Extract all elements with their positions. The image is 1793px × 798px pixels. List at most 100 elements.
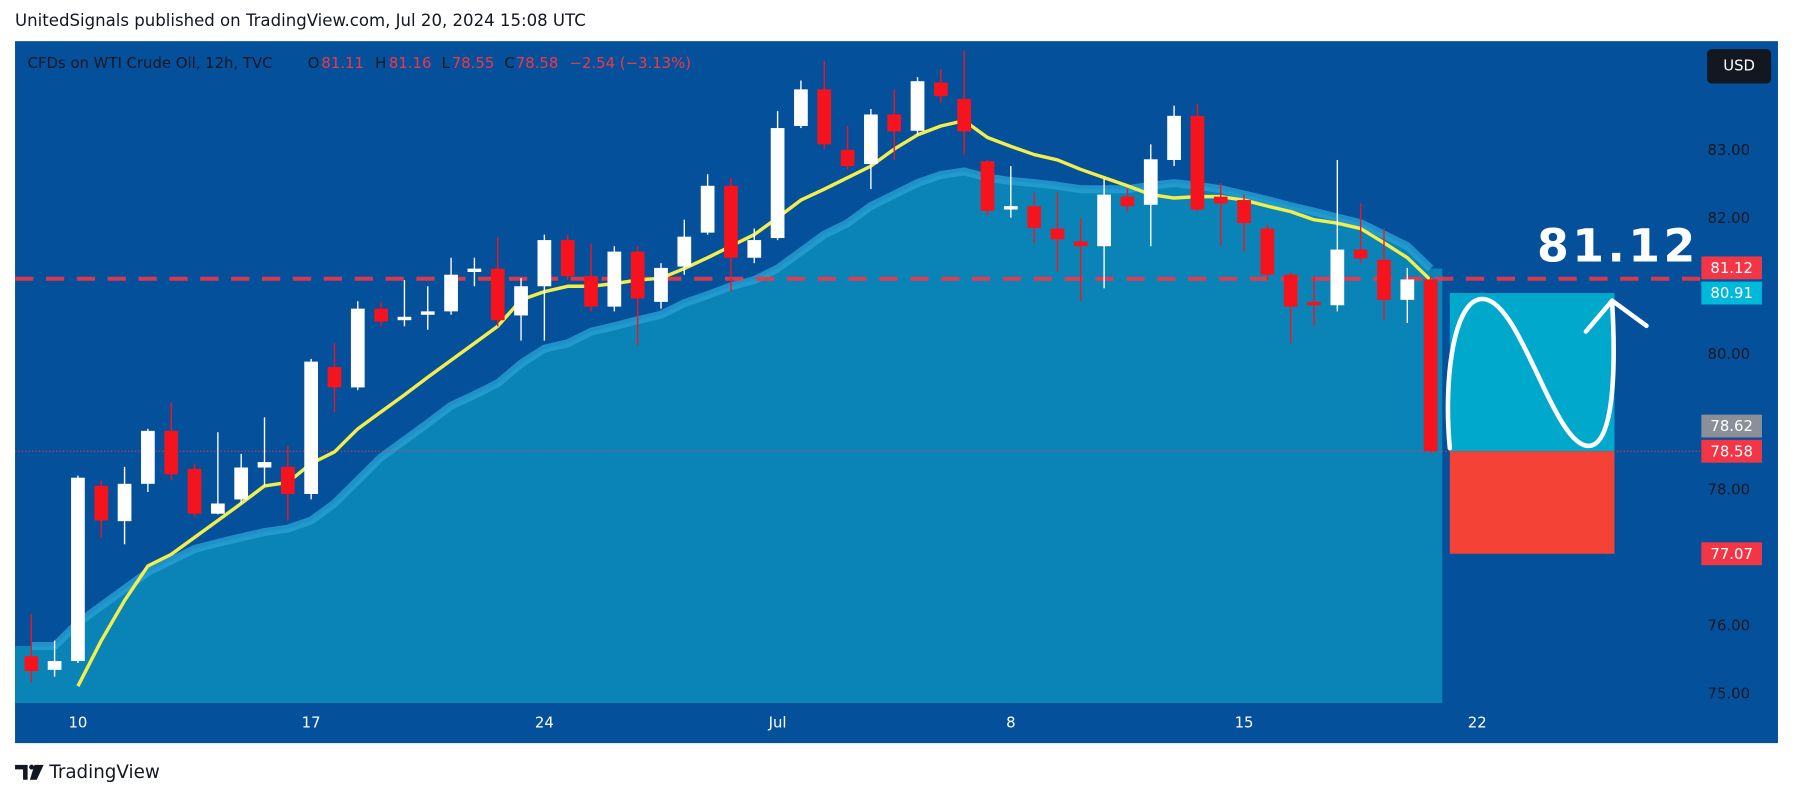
price-marker <box>1701 256 1762 280</box>
change: −2.54 (−3.13%) <box>570 54 692 72</box>
candle-body <box>630 251 645 299</box>
candle-body <box>864 114 878 165</box>
candle-body <box>24 656 39 672</box>
publish-header: UnitedSignals published on TradingView.c… <box>15 11 586 30</box>
x-tick-label: 22 <box>1468 714 1487 732</box>
candle-body <box>1213 196 1228 204</box>
position-stop-zone <box>1449 451 1615 554</box>
annotation: 81.12 <box>1537 220 1699 273</box>
candle-body <box>1307 301 1321 306</box>
y-tick-label: 75.00 <box>1708 684 1751 702</box>
candle-body <box>1143 159 1158 205</box>
x-tick-label: 8 <box>1006 714 1015 732</box>
candle-body <box>1377 259 1391 300</box>
candle-body <box>700 185 715 233</box>
candle-body <box>724 185 738 258</box>
ohlc-close: 78.58 <box>516 54 559 72</box>
candle-body <box>257 462 272 468</box>
ohlc-letter: C <box>504 54 514 72</box>
candle-body <box>887 114 902 132</box>
ohlc-low: 78.55 <box>452 54 495 72</box>
candle-body <box>560 240 575 277</box>
x-tick-label: 17 <box>302 714 321 732</box>
candle-body <box>304 361 319 495</box>
candle-body <box>584 276 598 307</box>
x-tick-label: Jul <box>768 714 787 732</box>
candle-body <box>1330 249 1345 306</box>
y-tick-label: 78.00 <box>1708 481 1751 499</box>
logo-text: TradingView <box>48 762 160 783</box>
candle-body <box>1190 115 1205 210</box>
price-marker-label: 81.12 <box>1710 259 1753 277</box>
plot-layer: 81.12 75.00 76.00 78.00 80.00 82.00 83.00 10 17 2… <box>15 50 1762 732</box>
candle-body <box>933 82 948 97</box>
candle-body <box>770 128 785 239</box>
candle-body <box>957 98 972 132</box>
y-tick-label: 80.00 <box>1708 345 1751 363</box>
currency-button[interactable] <box>1707 49 1772 84</box>
symbol-title: CFDs on WTI Crude Oil, 12h, TVC <box>28 54 273 72</box>
y-tick-label: 82.00 <box>1708 209 1751 227</box>
price-marker-label: 78.62 <box>1710 417 1753 435</box>
price-marker <box>1701 542 1762 566</box>
position-target-zone <box>1449 293 1615 452</box>
candle-body <box>71 477 85 662</box>
candle-body <box>210 503 225 514</box>
candle-body <box>1050 228 1065 240</box>
candle-body <box>514 286 528 316</box>
currency-label[interactable]: USD <box>1723 56 1755 74</box>
x-tick-label: 10 <box>68 714 87 732</box>
price-marker-label: 80.91 <box>1710 284 1753 302</box>
candle-body <box>444 274 458 312</box>
candle-body <box>234 467 249 500</box>
candle-body <box>47 661 62 670</box>
y-tick-label: 83.00 <box>1708 141 1751 159</box>
candle-body <box>1097 194 1111 247</box>
candle-body <box>747 240 762 258</box>
logo-mark <box>29 764 35 770</box>
candle-body <box>350 308 365 388</box>
candle-body <box>141 430 155 484</box>
candle-body <box>654 267 668 302</box>
ohlc-letter: L <box>441 54 450 72</box>
candle-body <box>537 240 552 287</box>
price-marker <box>1701 414 1762 438</box>
ohlc-letter: O <box>308 54 320 72</box>
plot-area <box>15 50 1701 704</box>
candle-body <box>467 268 482 272</box>
candle-body <box>817 89 832 145</box>
candle-body <box>117 483 132 522</box>
candle-body <box>1027 206 1042 228</box>
ohlc-letter: H <box>375 54 386 72</box>
candle-body <box>980 161 995 211</box>
candle-body <box>1003 206 1018 210</box>
candle-body <box>420 311 435 315</box>
candle-body <box>187 468 202 514</box>
ohlc-high: 81.16 <box>389 54 432 72</box>
candle-body <box>94 485 109 521</box>
x-tick-label: 24 <box>535 714 554 732</box>
candle-body <box>374 308 388 322</box>
footer-logo: TradingView <box>15 762 160 783</box>
candle-body <box>280 466 295 495</box>
x-tick-label: 15 <box>1235 714 1254 732</box>
candle-body <box>1237 200 1251 224</box>
price-marker-label: 77.07 <box>1710 545 1753 563</box>
ma-area-fill <box>15 171 1443 704</box>
candle-body <box>327 367 342 388</box>
candle-body <box>677 236 692 267</box>
candle-body <box>1423 279 1438 452</box>
candle-body <box>1073 241 1088 247</box>
logo-mark <box>15 764 28 780</box>
candle-body <box>1167 115 1181 160</box>
candle-body <box>1120 196 1135 207</box>
candle-body <box>164 430 179 475</box>
candle-body <box>397 316 412 321</box>
y-tick-label: 76.00 <box>1708 616 1751 634</box>
candle-body <box>607 251 622 307</box>
candle-body <box>910 81 925 131</box>
price-marker <box>1701 439 1762 463</box>
hand-drawn-arrow <box>1583 298 1649 334</box>
candle-body <box>490 268 505 321</box>
